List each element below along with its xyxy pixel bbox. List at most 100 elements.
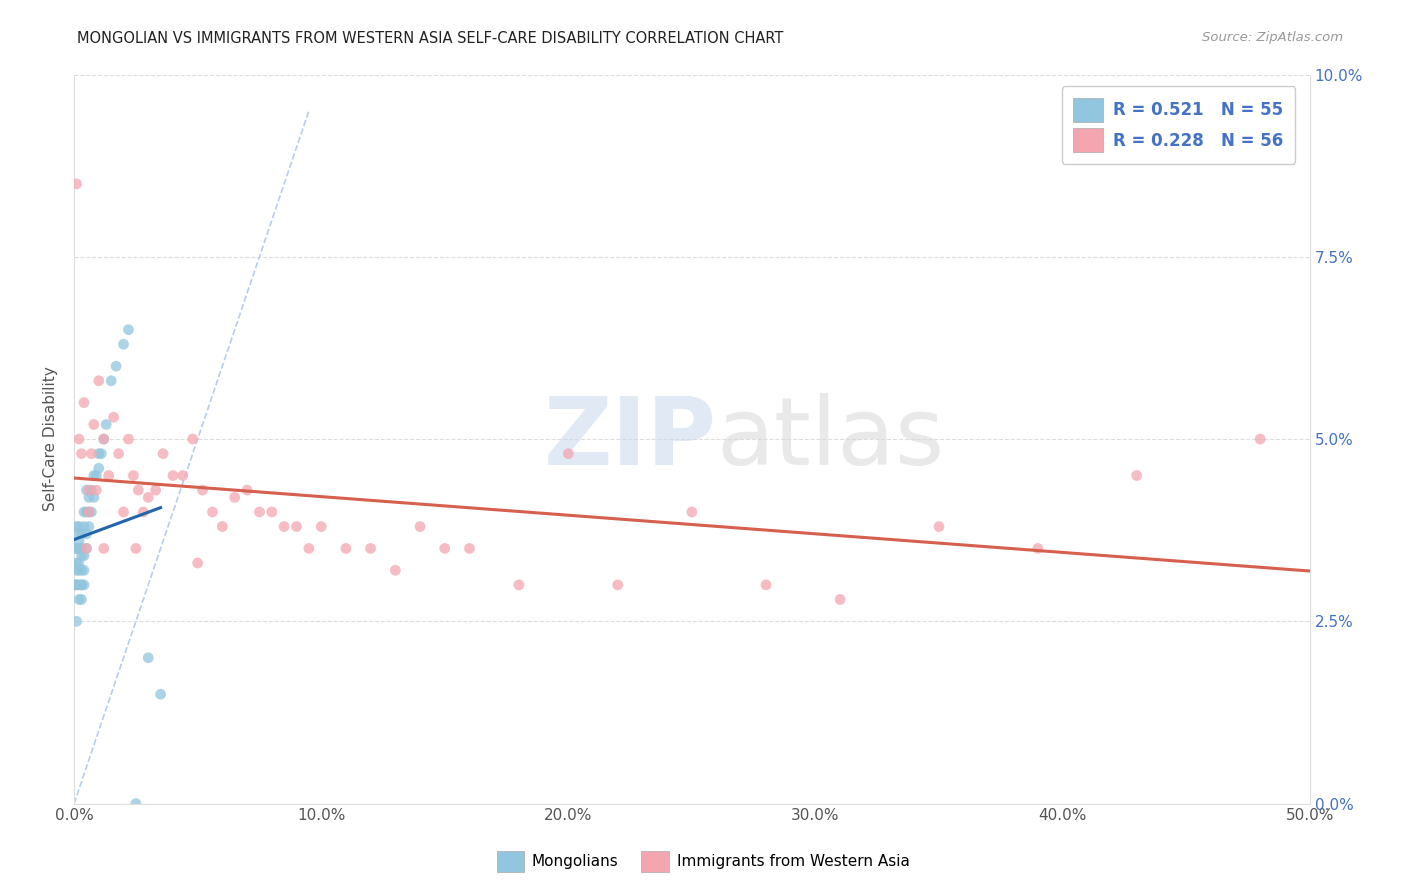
Point <box>93 432 115 446</box>
Point <box>67 578 90 592</box>
Point <box>73 563 96 577</box>
Point <box>70 578 93 592</box>
Point <box>75 505 97 519</box>
Point <box>80 483 103 497</box>
Point <box>224 491 246 505</box>
Point <box>70 549 93 563</box>
Point <box>1026 541 1049 556</box>
Point <box>136 491 159 505</box>
Point <box>70 563 93 577</box>
Point <box>122 468 145 483</box>
Point <box>86 468 108 483</box>
Point <box>63 578 86 592</box>
Point <box>117 323 139 337</box>
Point <box>83 491 105 505</box>
Point <box>67 592 90 607</box>
Text: MONGOLIAN VS IMMIGRANTS FROM WESTERN ASIA SELF-CARE DISABILITY CORRELATION CHART: MONGOLIAN VS IMMIGRANTS FROM WESTERN ASI… <box>77 31 783 46</box>
Point <box>112 337 135 351</box>
Point <box>149 687 172 701</box>
Point <box>86 483 108 497</box>
Point <box>557 447 579 461</box>
Point <box>80 447 103 461</box>
Point <box>298 541 321 556</box>
Point <box>136 650 159 665</box>
Point <box>77 491 100 505</box>
Point <box>65 541 87 556</box>
Point <box>67 534 90 549</box>
Point <box>65 541 87 556</box>
Point <box>67 432 90 446</box>
Point <box>75 483 97 497</box>
Legend: Mongolians, Immigrants from Western Asia: Mongolians, Immigrants from Western Asia <box>489 843 917 880</box>
Point <box>107 447 129 461</box>
Point <box>87 374 110 388</box>
Point <box>70 447 93 461</box>
Point <box>127 483 149 497</box>
Point <box>112 505 135 519</box>
Point <box>249 505 271 519</box>
Point <box>67 563 90 577</box>
Point <box>172 468 194 483</box>
Point <box>87 447 110 461</box>
Point <box>70 526 93 541</box>
Point <box>1125 468 1147 483</box>
Point <box>87 461 110 475</box>
Point <box>67 541 90 556</box>
Point <box>309 519 332 533</box>
Point <box>458 541 481 556</box>
Point <box>77 505 100 519</box>
Point <box>384 563 406 577</box>
Point <box>96 417 118 432</box>
Point <box>83 468 105 483</box>
Point <box>211 519 233 533</box>
Point <box>77 519 100 533</box>
Point <box>145 483 167 497</box>
Point <box>67 556 90 570</box>
Point <box>928 519 950 533</box>
Point <box>65 578 87 592</box>
Point <box>103 410 125 425</box>
Text: ZIP: ZIP <box>544 393 717 485</box>
Point <box>433 541 456 556</box>
Point <box>93 432 115 446</box>
Point <box>65 526 87 541</box>
Point <box>75 526 97 541</box>
Point <box>75 541 97 556</box>
Point <box>83 417 105 432</box>
Point <box>75 541 97 556</box>
Point <box>508 578 530 592</box>
Point <box>70 541 93 556</box>
Text: Source: ZipAtlas.com: Source: ZipAtlas.com <box>1202 31 1343 45</box>
Point <box>67 519 90 533</box>
Point <box>65 556 87 570</box>
Point <box>1249 432 1271 446</box>
Point <box>100 374 122 388</box>
Point <box>70 592 93 607</box>
Point <box>63 578 86 592</box>
Point <box>65 578 87 592</box>
Point <box>77 505 100 519</box>
Point <box>73 519 96 533</box>
Point <box>70 578 93 592</box>
Point <box>152 447 174 461</box>
Point <box>681 505 703 519</box>
Point <box>273 519 295 533</box>
Point <box>830 592 852 607</box>
Point <box>73 578 96 592</box>
Point <box>73 395 96 409</box>
Point <box>360 541 382 556</box>
Point <box>181 432 204 446</box>
Point <box>77 483 100 497</box>
Point <box>285 519 308 533</box>
Point <box>105 359 128 373</box>
Point <box>260 505 283 519</box>
Point <box>73 505 96 519</box>
Point <box>93 541 115 556</box>
Text: atlas: atlas <box>717 393 945 485</box>
Point <box>187 556 209 570</box>
Point <box>606 578 628 592</box>
Point <box>409 519 432 533</box>
Point <box>63 541 86 556</box>
Point <box>125 797 148 811</box>
Point <box>97 468 120 483</box>
